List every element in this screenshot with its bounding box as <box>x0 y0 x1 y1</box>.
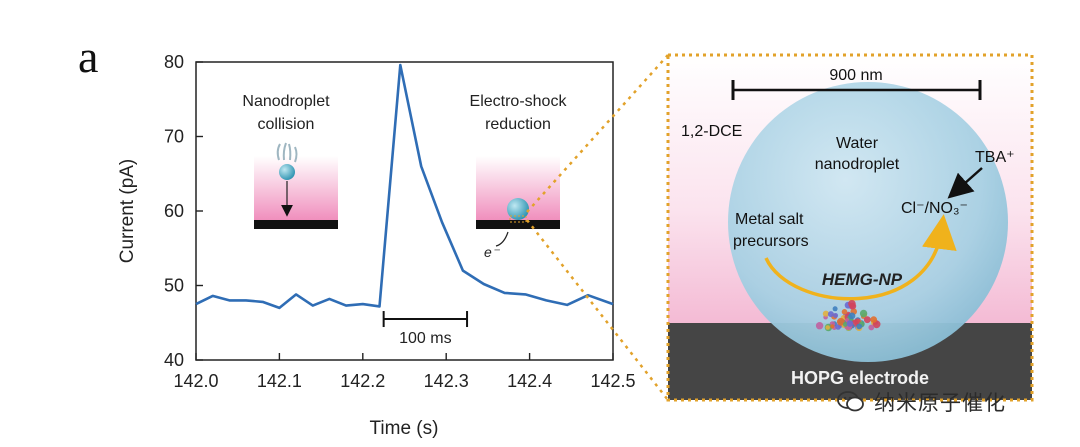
np-atom <box>859 309 868 318</box>
x-tick-label: 142.5 <box>590 371 635 391</box>
np-atom <box>822 310 830 317</box>
np-atom <box>856 323 863 330</box>
x-tick-label: 142.3 <box>424 371 469 391</box>
anion-label: Cl⁻/NO₃⁻ <box>901 200 968 217</box>
y-axis: 40 50 60 70 80 <box>164 52 203 370</box>
y-tick-label: 50 <box>164 276 184 296</box>
electron-label: e⁻ <box>484 244 501 260</box>
x-tick-label: 142.0 <box>173 371 218 391</box>
np-atom <box>825 325 830 330</box>
reduction-label-1: Electro-shock <box>470 93 568 110</box>
wechat-icon <box>837 391 864 412</box>
np-atom <box>837 317 845 326</box>
x-axis-label: Time (s) <box>370 418 439 439</box>
y-tick-label: 40 <box>164 350 184 370</box>
current-trace-line <box>195 63 614 310</box>
np-atom <box>863 316 871 324</box>
np-atom <box>832 306 838 312</box>
scale-label: 900 nm <box>829 67 882 84</box>
schematic-panel: 900 nm 1,2-DCE Water nanodroplet TBA⁺ Cl… <box>666 53 1034 402</box>
x-axis: 142.0 142.1 142.2 142.3 142.4 142.5 <box>173 353 636 391</box>
collision-inset: Nanodroplet collision <box>242 93 338 229</box>
np-atom <box>830 324 835 329</box>
solvent-label: 1,2-DCE <box>681 123 742 140</box>
product-label: HEMG-NP <box>822 270 903 289</box>
np-atom <box>848 312 856 320</box>
series-group <box>195 63 614 310</box>
np-atom <box>846 320 854 327</box>
y-tick-label: 60 <box>164 201 184 221</box>
y-tick-label: 80 <box>164 52 184 72</box>
panel-letter: a <box>78 31 98 82</box>
np-atom <box>815 322 824 330</box>
hemg-nanoparticle <box>815 300 881 332</box>
droplet-label-2: nanodroplet <box>815 156 900 173</box>
water-nanodroplet <box>728 82 1008 362</box>
reduction-label-2: reduction <box>485 116 551 133</box>
np-atom <box>849 302 857 310</box>
y-axis-label: Current (pA) <box>117 159 138 264</box>
watermark-text: 纳米原子催化 <box>874 391 1006 415</box>
x-tick-label: 142.2 <box>340 371 385 391</box>
np-atom <box>827 311 834 318</box>
collision-label-2: collision <box>258 116 315 133</box>
y-tick-label: 70 <box>164 127 184 147</box>
collision-label-1: Nanodroplet <box>242 93 330 110</box>
tba-label: TBA⁺ <box>975 149 1015 166</box>
scale-bar-label: 100 ms <box>399 330 451 347</box>
np-atom <box>833 313 839 318</box>
np-atom <box>870 316 877 323</box>
scale-bar: 100 ms <box>382 311 469 347</box>
x-tick-label: 142.1 <box>257 371 302 391</box>
x-tick-label: 142.4 <box>507 371 552 391</box>
np-atom <box>842 322 848 327</box>
electrode-label: HOPG electrode <box>791 368 929 388</box>
droplet-label-1: Water <box>836 135 879 152</box>
reduction-inset: Electro-shock reduction e⁻ <box>470 93 568 260</box>
reaction-arrow <box>764 214 957 301</box>
precursor-label-2: precursors <box>733 233 809 250</box>
np-atom <box>868 324 875 331</box>
precursor-label-1: Metal salt <box>735 211 804 228</box>
watermark: 纳米原子催化 <box>836 380 1056 424</box>
np-atom <box>841 309 848 315</box>
zoom-connector <box>526 54 669 401</box>
